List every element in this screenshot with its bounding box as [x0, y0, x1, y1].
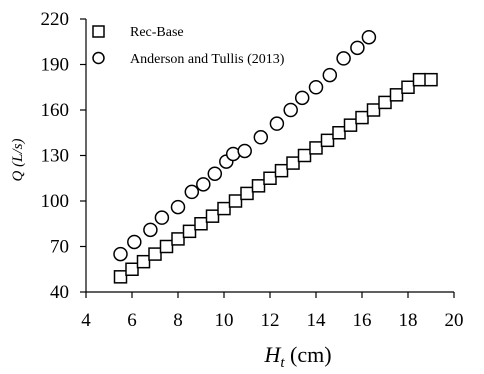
- rec-base-point: [389, 88, 404, 102]
- anderson-tullis-point: [237, 143, 252, 159]
- rec-base-point: [424, 72, 438, 87]
- rec-base-point: [148, 247, 162, 261]
- anderson-tullis-point: [143, 222, 158, 238]
- legend-circle-marker: [92, 51, 105, 65]
- rec-base-point: [125, 262, 139, 276]
- anderson-tullis-point: [308, 80, 324, 95]
- rec-base-point: [286, 156, 300, 170]
- y-tick-label: 160: [41, 100, 70, 121]
- rec-base-point: [274, 163, 289, 178]
- rec-base-point: [205, 209, 220, 223]
- rec-base-point: [366, 103, 381, 117]
- rec-base-point: [217, 201, 231, 216]
- y-tick-label: 190: [41, 55, 70, 76]
- x-tick-label: 20: [445, 310, 464, 331]
- rec-base-point: [378, 95, 392, 110]
- rec-base-point: [194, 217, 208, 231]
- rec-base-point: [412, 72, 427, 87]
- anderson-tullis-point: [196, 177, 211, 192]
- anderson-tullis-point: [127, 234, 142, 250]
- anderson-tullis-point: [294, 90, 310, 106]
- rec-base-point: [182, 224, 197, 239]
- x-axis-title: Ht (cm): [263, 342, 331, 371]
- anderson-tullis-point: [253, 130, 269, 145]
- rec-base-point: [228, 194, 243, 208]
- anderson-tullis-point: [184, 184, 200, 200]
- anderson-tullis-point: [207, 166, 223, 181]
- rec-base-point: [355, 110, 369, 125]
- rec-base-point: [159, 239, 174, 254]
- anderson-tullis-point: [113, 246, 128, 262]
- x-tick-label: 10: [215, 310, 234, 331]
- y-axis-ticks: 40 70 100 130 160 190 220: [41, 9, 86, 303]
- anderson-tullis-point: [154, 210, 170, 225]
- rec-base-point: [263, 171, 277, 185]
- x-tick-label: 16: [353, 310, 372, 331]
- legend-label-rec-base: Rec-Base: [130, 25, 184, 40]
- legend-square-marker: [92, 25, 105, 38]
- y-tick-label: 70: [50, 237, 69, 258]
- anderson-tullis-point: [269, 116, 285, 131]
- x-tick-label: 14: [307, 310, 327, 331]
- rec-base-point: [136, 254, 151, 269]
- y-tick-label: 220: [41, 9, 70, 30]
- y-tick-label: 130: [41, 146, 70, 167]
- rec-base-point: [240, 186, 254, 201]
- rec-base-point: [113, 270, 128, 284]
- data-points: [113, 29, 438, 284]
- anderson-tullis-point: [170, 199, 186, 215]
- rec-base-point: [297, 148, 312, 163]
- anderson-tullis-point: [336, 51, 351, 66]
- x-tick-label: 18: [399, 310, 418, 331]
- anderson-tullis-point: [322, 67, 338, 83]
- anderson-tullis-point: [361, 29, 377, 45]
- x-tick-label: 8: [173, 310, 183, 331]
- y-axis-title: Q (L/s): [10, 139, 26, 182]
- anderson-tullis-point: [283, 102, 298, 118]
- rec-base-point: [401, 80, 415, 94]
- y-tick-label: 100: [41, 191, 70, 212]
- legend: Rec-Base Anderson and Tullis (2013): [92, 25, 285, 67]
- rec-base-point: [171, 232, 185, 246]
- x-tick-label: 12: [261, 310, 280, 331]
- rec-base-point: [332, 126, 346, 140]
- rec-base-point: [320, 133, 335, 148]
- anderson-tullis-point: [350, 40, 365, 56]
- y-tick-label: 40: [50, 282, 69, 303]
- legend-label-anderson-tullis: Anderson and Tullis (2013): [130, 52, 285, 67]
- x-axis-ticks: 4 6 8 10 12 14 16 18 20: [81, 292, 464, 331]
- rec-base-point: [343, 118, 358, 132]
- x-tick-label: 6: [127, 310, 137, 331]
- x-tick-label: 4: [81, 310, 91, 331]
- rec-base-point: [251, 179, 266, 193]
- rec-base-point: [309, 141, 323, 155]
